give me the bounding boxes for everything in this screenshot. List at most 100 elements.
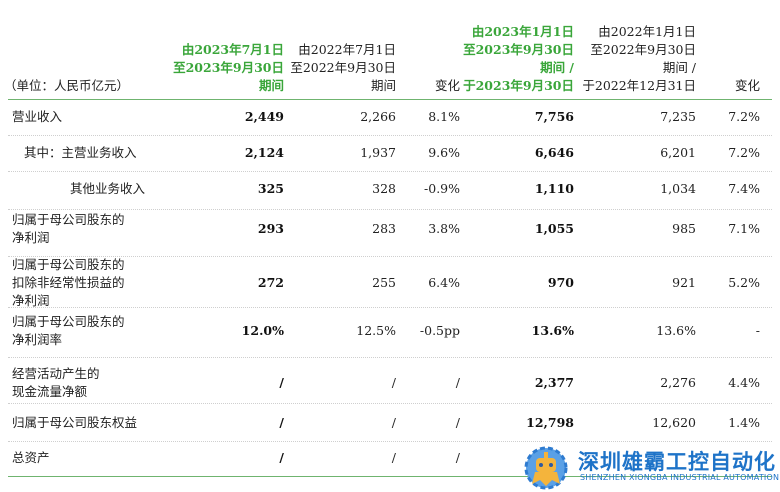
row-label-line: 归属于母公司股东的 (12, 314, 125, 329)
header-ytd-2023-line: 至2023年9月30日 (463, 42, 574, 57)
cell-ytd-2023: 12,798 (526, 415, 574, 430)
cell-q3-2023: 325 (257, 181, 284, 196)
cell-q3-2023: / (279, 375, 284, 390)
cell-q3-2022: / (391, 415, 396, 430)
row-separator (8, 403, 772, 404)
row-label: 归属于母公司股东的 扣除非经常性损益的 净利润 (12, 256, 125, 310)
watermark-title: 深圳雄霸工控自动化 (578, 450, 776, 474)
header-ytd-2023-line: 期间 / (540, 60, 574, 75)
row-separator (8, 135, 772, 136)
row-separator (8, 440, 772, 442)
cell-ytd-2023: 1,110 (534, 181, 574, 196)
watermark-subtitle: SHENZHEN XIONGBA INDUSTRIAL AUTOMATION (580, 473, 780, 482)
header-q3-2022: 由2022年7月1日至2022年9月30日期间 (276, 41, 396, 95)
cell-ytd-2022: 6,201 (660, 145, 696, 160)
cell-q3-2023: / (279, 415, 284, 430)
cell-q3-2022: / (391, 375, 396, 390)
cell-q3-2023: / (279, 450, 284, 465)
header-ytd-2022-line: 由2022年1月1日 (598, 24, 696, 39)
row-label-line: 总资产 (12, 450, 50, 465)
unit-label: （单位：人民币亿元） (4, 78, 130, 93)
row-label-line: 归属于母公司股东的 (12, 257, 125, 272)
row-label-line: 营业收入 (12, 109, 63, 124)
watermark: 深圳雄霸工控自动化 SHENZHEN XIONGBA INDUSTRIAL AU… (520, 444, 780, 490)
cell-ytd-2022: 1,034 (660, 181, 696, 196)
header-ytd-change: 变化 (700, 77, 760, 95)
header-ytd-2023-line: 于2023年9月30日 (463, 78, 574, 93)
cell-q3-2023: 272 (257, 275, 284, 290)
cell-ytd-change: 7.2% (728, 109, 760, 124)
cell-q3-2022: 2,266 (360, 109, 396, 124)
cell-ytd-2022: 7,235 (660, 109, 696, 124)
row-label-line: 扣除非经常性损益的 (12, 275, 125, 290)
header-rule (8, 99, 772, 100)
row-separator (8, 256, 772, 257)
row-label: 归属于母公司股东权益 (12, 414, 137, 432)
cell-q-change: -0.9% (424, 181, 460, 196)
cell-ytd-2022: 13.6% (656, 323, 696, 338)
cell-ytd-2023: 13.6% (531, 323, 574, 338)
cell-ytd-change: 7.2% (728, 145, 760, 160)
header-ytd-2022-line: 至2022年9月30日 (590, 42, 696, 57)
row-label: 其他业务收入 (70, 180, 145, 198)
row-label-line: 净利润 (12, 230, 50, 245)
header-q-change: 变化 (400, 77, 460, 95)
cell-ytd-2023: 6,646 (534, 145, 574, 160)
cell-q-change: 6.4% (428, 275, 460, 290)
header-q-change-line: 变化 (434, 78, 460, 93)
header-q3-2022-line: 至2022年9月30日 (290, 60, 396, 75)
cell-q3-2022: 1,937 (360, 145, 396, 160)
cell-ytd-2022: 985 (672, 221, 696, 236)
cell-q3-2023: 12.0% (241, 323, 284, 338)
header-q3-2022-line: 由2022年7月1日 (298, 42, 396, 57)
cell-ytd-2022: 921 (672, 275, 696, 290)
row-separator (8, 357, 772, 358)
cell-q-change: / (455, 450, 460, 465)
cell-ytd-change: 4.4% (728, 375, 760, 390)
cell-q3-2022: 328 (372, 181, 396, 196)
cell-ytd-2022: 12,620 (652, 415, 696, 430)
cell-q-change: 8.1% (428, 109, 460, 124)
row-label-line: 现金流量净额 (12, 384, 88, 399)
row-label-line: 其他业务收入 (70, 181, 146, 196)
header-q3-2023-line: 期间 (258, 78, 284, 93)
cell-ytd-change: 1.4% (728, 415, 760, 430)
cell-ytd-change: - (755, 323, 760, 338)
cell-q3-2023: 2,124 (244, 145, 284, 160)
row-label: 归属于母公司股东的 净利润 (12, 211, 125, 247)
cell-q-change: 3.8% (428, 221, 460, 236)
row-label-line: 归属于母公司股东的 (12, 212, 125, 227)
row-label-line: 净利润 (12, 293, 50, 308)
cell-q3-2023: 2,449 (244, 109, 284, 124)
cell-q3-2023: 293 (257, 221, 284, 236)
cell-q-change: / (455, 415, 460, 430)
header-ytd-2022: 由2022年1月1日 至2022年9月30日 期间 / 于2022年12月31日 (566, 23, 696, 95)
header-ytd-2023-line: 由2023年1月1日 (471, 24, 574, 39)
cell-q3-2022: 12.5% (356, 323, 396, 338)
header-q3-2023: 由2023年7月1日 至2023年9月30日 期间 (154, 41, 284, 95)
row-label: 经营活动产生的 现金流量净额 (12, 365, 100, 401)
cell-q-change: 9.6% (428, 145, 460, 160)
cell-ytd-2023: 2,377 (534, 375, 574, 390)
header-ytd-change-line: 变化 (734, 78, 760, 93)
cell-q-change: / (455, 375, 460, 390)
row-separator (8, 171, 772, 172)
header-q3-2023-line: 至2023年9月30日 (173, 60, 284, 75)
cell-ytd-2022: 2,276 (660, 375, 696, 390)
row-separator (8, 307, 772, 308)
header-q3-2022-line: 期间 (370, 78, 396, 93)
row-separator (8, 209, 772, 210)
cell-q3-2022: / (391, 450, 396, 465)
cell-ytd-2023: 970 (547, 275, 574, 290)
row-label-line: 归属于母公司股东权益 (12, 415, 138, 430)
cell-q-change: -0.5pp (419, 323, 460, 338)
cell-ytd-2023: 1,055 (534, 221, 574, 236)
cell-ytd-change: 7.4% (728, 181, 760, 196)
row-label-line: 经营活动产生的 (12, 366, 100, 381)
row-label: 其中：主营业务收入 (24, 144, 137, 162)
header-ytd-2022-line: 期间 / (662, 60, 696, 75)
row-label: 归属于母公司股东的 净利润率 (12, 313, 125, 349)
cell-ytd-change: 7.1% (728, 221, 760, 236)
header-ytd-2023: 由2023年1月1日至2023年9月30日期间 / 于2023年9月30日 (444, 23, 574, 95)
